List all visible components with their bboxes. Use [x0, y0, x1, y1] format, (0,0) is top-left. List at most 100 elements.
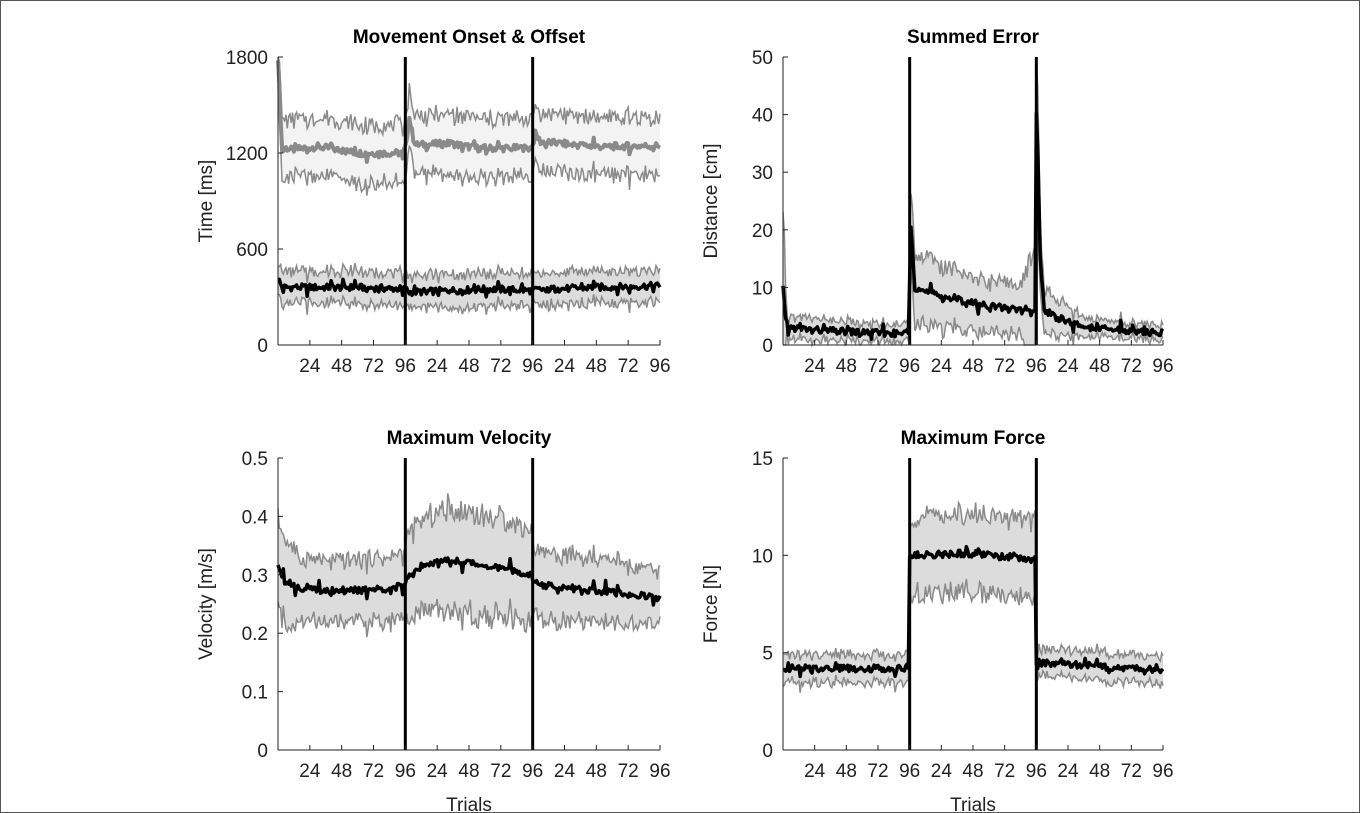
- x-tick-label: 72: [867, 356, 888, 377]
- x-tick-label: 24: [299, 761, 321, 782]
- x-tick-label: 48: [458, 761, 479, 782]
- x-tick-label: 96: [1026, 356, 1047, 377]
- chart-title: Maximum Velocity: [387, 428, 552, 449]
- x-tick-label: 72: [490, 356, 511, 377]
- x-tick-label: 96: [522, 761, 543, 782]
- x-tick-label: 24: [931, 356, 953, 377]
- x-tick-label: 24: [554, 356, 576, 377]
- y-axis-label: Time [ms]: [196, 160, 217, 243]
- y-tick-label: 1800: [226, 48, 268, 69]
- x-tick-label: 48: [962, 761, 983, 782]
- x-tick-label: 96: [649, 356, 670, 377]
- y-tick-label: 0.4: [242, 507, 269, 528]
- series-mean-line: [781, 111, 1165, 341]
- x-tick-label: 48: [331, 761, 352, 782]
- series-mean-line: [277, 277, 662, 299]
- y-tick-label: 15: [752, 449, 773, 470]
- chart-title: Movement Onset & Offset: [353, 27, 586, 48]
- series-band-lower: [782, 578, 1164, 693]
- series-band-lower: [277, 85, 661, 196]
- x-tick-label: 72: [994, 761, 1015, 782]
- y-tick-label: 5: [762, 644, 773, 665]
- x-axis-label: Trials: [950, 795, 996, 813]
- series-band: [278, 493, 660, 638]
- chart-title: Summed Error: [907, 27, 1040, 48]
- y-tick-label: 0.1: [242, 683, 268, 704]
- x-tick-label: 72: [363, 761, 384, 782]
- series-band-upper: [277, 56, 661, 138]
- series-band-lower: [277, 598, 661, 638]
- series-band: [783, 502, 1163, 693]
- x-tick-label: 24: [427, 356, 449, 377]
- x-tick-label: 96: [899, 356, 920, 377]
- y-tick-label: 40: [752, 106, 773, 127]
- x-tick-label: 96: [1152, 356, 1173, 377]
- x-tick-label: 24: [804, 356, 826, 377]
- x-tick-label: 48: [836, 761, 857, 782]
- x-tick-label: 72: [490, 761, 511, 782]
- series-band-lower: [277, 293, 661, 315]
- series-band-upper: [782, 56, 1164, 333]
- y-tick-label: 0.5: [242, 449, 268, 470]
- x-tick-label: 48: [586, 761, 607, 782]
- x-tick-label: 72: [618, 761, 639, 782]
- y-tick-label: 50: [752, 48, 773, 69]
- x-tick-label: 72: [994, 356, 1015, 377]
- series-mean-line: [782, 544, 1165, 679]
- y-tick-label: 0.2: [242, 624, 268, 645]
- x-tick-label: 96: [1026, 761, 1047, 782]
- y-tick-label: 20: [752, 221, 773, 242]
- x-tick-label: 24: [427, 761, 449, 782]
- y-axis-label: Distance [cm]: [701, 143, 722, 258]
- x-axis-label: Trials: [446, 795, 492, 813]
- y-tick-label: 30: [752, 163, 773, 184]
- y-tick-label: 0: [257, 741, 268, 762]
- x-tick-label: 48: [586, 356, 607, 377]
- x-tick-label: 48: [836, 356, 857, 377]
- series-mean-line: [276, 60, 661, 164]
- y-tick-label: 1200: [226, 144, 268, 165]
- x-tick-label: 96: [395, 761, 416, 782]
- panel-summed-error: 0 10 20 30 40 50 24 48 72 96 24 48 72 96 24 48 72 96 Summe…: [701, 27, 1174, 377]
- x-tick-label: 96: [395, 356, 416, 377]
- x-tick-label: 24: [931, 761, 953, 782]
- series-band-upper: [277, 262, 661, 284]
- x-tick-label: 96: [649, 761, 670, 782]
- panel-max-force: 0 5 10 15 24 48 72 96 24 48 72 96 24 48 72 96 Maximum Fo…: [701, 428, 1174, 813]
- panel-max-velocity: 0 0.1 0.2 0.3 0.4 0.5 24 48 72 96 24 48 72 96 24 48 72 96…: [196, 428, 671, 813]
- x-tick-label: 48: [1089, 761, 1110, 782]
- series-band-upper: [782, 500, 1164, 664]
- series-band-upper: [277, 493, 661, 580]
- x-tick-label: 24: [299, 356, 321, 377]
- x-tick-label: 72: [363, 356, 384, 377]
- x-tick-label: 96: [1152, 761, 1173, 782]
- panel-onset-offset: 0 600 1200 1800 24 48 72 96 24 48 72 96 24 48 72 96 Move…: [196, 27, 671, 377]
- y-axis-label: Velocity [m/s]: [196, 548, 217, 660]
- y-tick-label: 10: [752, 278, 773, 299]
- series-band: [278, 57, 660, 196]
- x-tick-label: 72: [867, 761, 888, 782]
- x-tick-label: 96: [899, 761, 920, 782]
- y-tick-label: 0.3: [242, 566, 268, 587]
- y-tick-label: 10: [752, 546, 773, 567]
- x-tick-label: 72: [1121, 356, 1142, 377]
- x-tick-label: 24: [1057, 356, 1079, 377]
- series-band: [783, 57, 1163, 345]
- x-tick-label: 24: [554, 761, 576, 782]
- series-mean-line: [276, 556, 662, 607]
- x-tick-label: 72: [618, 356, 639, 377]
- y-axis-label: Force [N]: [701, 565, 722, 643]
- x-tick-label: 24: [804, 761, 826, 782]
- chart-title: Maximum Force: [901, 428, 1046, 449]
- y-tick-label: 600: [236, 240, 268, 261]
- x-tick-label: 96: [522, 356, 543, 377]
- y-tick-label: 0: [762, 336, 773, 357]
- x-tick-label: 48: [331, 356, 352, 377]
- x-tick-label: 48: [1089, 356, 1110, 377]
- x-tick-label: 48: [962, 356, 983, 377]
- x-tick-label: 48: [458, 356, 479, 377]
- x-tick-label: 24: [1057, 761, 1079, 782]
